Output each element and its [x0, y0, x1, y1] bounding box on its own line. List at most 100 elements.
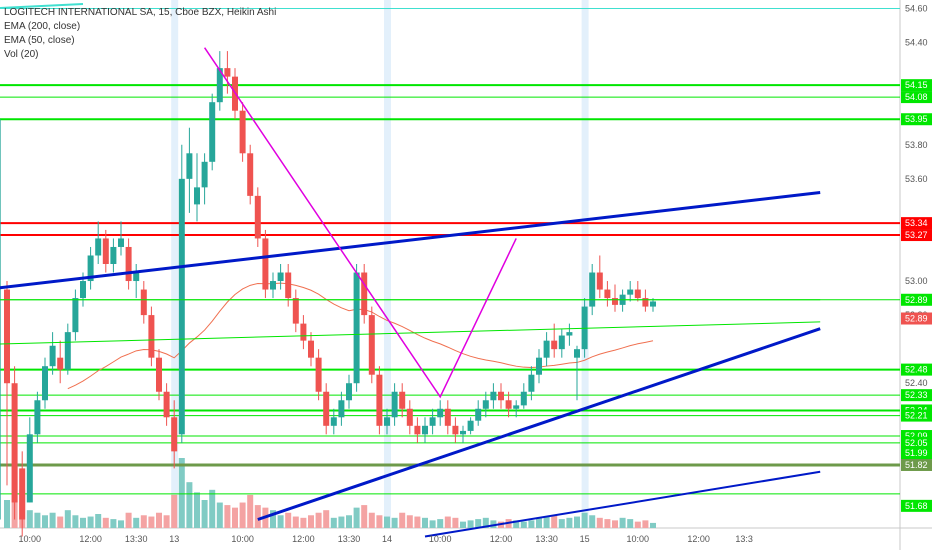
volume-bar — [528, 520, 535, 528]
volume-bar — [57, 516, 64, 528]
candle-body — [596, 272, 603, 290]
pattern-line — [203, 47, 517, 399]
price-tag — [901, 447, 932, 460]
candle-body — [178, 178, 185, 435]
volume-bar — [178, 458, 185, 528]
volume-bar — [42, 515, 48, 528]
candle-body — [4, 289, 10, 384]
volume-bars — [4, 458, 656, 528]
volume-bar — [315, 512, 322, 528]
candle-body — [277, 272, 284, 282]
candle-body — [422, 425, 428, 435]
candle-body — [505, 400, 512, 409]
candle-body — [452, 425, 459, 435]
volume-bar — [604, 519, 611, 528]
candle-body — [467, 420, 474, 431]
candle-body — [262, 238, 269, 290]
volume-bar — [475, 519, 482, 528]
volume-bar — [346, 515, 352, 528]
candle-body — [19, 468, 26, 520]
candle-body — [627, 289, 634, 295]
heikin-ashi-candles — [4, 51, 656, 537]
candle-body — [308, 340, 314, 358]
price-tag-label: 52.48 — [905, 365, 928, 375]
volume-bar — [156, 512, 162, 528]
volume-bar — [490, 520, 497, 528]
candle-body — [475, 408, 482, 421]
candle-body — [513, 405, 520, 409]
volume-bar — [437, 519, 444, 528]
volume-bar — [186, 482, 193, 528]
volume-bar — [422, 517, 428, 528]
candle-body — [224, 68, 231, 77]
candle-body — [57, 357, 64, 370]
volume-bar — [619, 517, 626, 528]
volume-bar — [232, 507, 238, 528]
volume-bar — [34, 512, 41, 528]
ema50-line — [67, 282, 654, 390]
volume-bar — [460, 521, 466, 528]
time-tick-label: 12:00 — [687, 534, 710, 544]
chart-legend: LOGITECH INTERNATIONAL SA, 15, Cboe BZX,… — [4, 6, 276, 62]
volume-bar — [330, 517, 337, 528]
candle-body — [399, 391, 406, 409]
time-tick-label: 13 — [169, 534, 179, 544]
volume-bar — [300, 517, 307, 528]
price-tag — [901, 91, 932, 104]
volume-bar — [110, 519, 117, 528]
volume-bar — [376, 515, 383, 528]
volume-bar — [194, 492, 200, 528]
volume-bar — [224, 505, 231, 528]
volume-bar — [125, 512, 132, 528]
volume-bar — [323, 510, 330, 528]
candle-body — [323, 391, 330, 426]
candle-body — [171, 417, 178, 452]
price-tag — [901, 79, 932, 92]
candle-body — [133, 272, 140, 282]
price-tick-label: 53.80 — [905, 140, 928, 150]
price-tag-label: 52.33 — [905, 390, 928, 400]
volume-bar — [414, 516, 421, 528]
candle-body — [285, 272, 292, 299]
ema-line — [67, 282, 654, 390]
price-tag — [901, 409, 932, 422]
volume-bar — [285, 512, 292, 528]
price-tag — [901, 217, 932, 230]
trendline — [0, 321, 821, 345]
candle-body — [460, 430, 466, 435]
candle-body — [209, 102, 216, 162]
volume-bar — [171, 494, 178, 528]
candle-body — [589, 272, 596, 307]
candle-body — [520, 391, 527, 406]
volume-bar — [163, 515, 170, 528]
time-tick-label: 10:00 — [19, 534, 42, 544]
candle-body — [186, 153, 193, 179]
candle-body — [391, 391, 398, 418]
price-tag-label: 53.34 — [905, 218, 928, 228]
volume-bar — [566, 517, 573, 528]
candle-body — [156, 357, 162, 392]
session-highlight — [581, 0, 589, 528]
volume-bar — [536, 517, 542, 528]
price-tag-label: 52.89 — [905, 314, 928, 324]
time-tick-label: 13:30 — [535, 534, 558, 544]
volume-bar — [596, 517, 603, 528]
volume-bar — [254, 505, 261, 528]
volume-bar — [391, 517, 398, 528]
price-tag-label: 53.27 — [905, 230, 928, 240]
candle-body — [444, 408, 451, 426]
volume-bar — [102, 517, 109, 528]
candle-body — [95, 238, 102, 256]
volume-bar — [308, 515, 314, 528]
volume-bar — [543, 516, 550, 528]
candle-body — [566, 332, 573, 336]
volume-bar — [118, 520, 124, 528]
price-tag-label: 52.89 — [905, 295, 928, 305]
volume-bar — [216, 502, 223, 528]
candle-body — [270, 281, 276, 290]
volume-bar — [87, 516, 94, 528]
price-tag-label: 52.05 — [905, 438, 928, 448]
price-tag-label: 51.68 — [905, 501, 928, 511]
